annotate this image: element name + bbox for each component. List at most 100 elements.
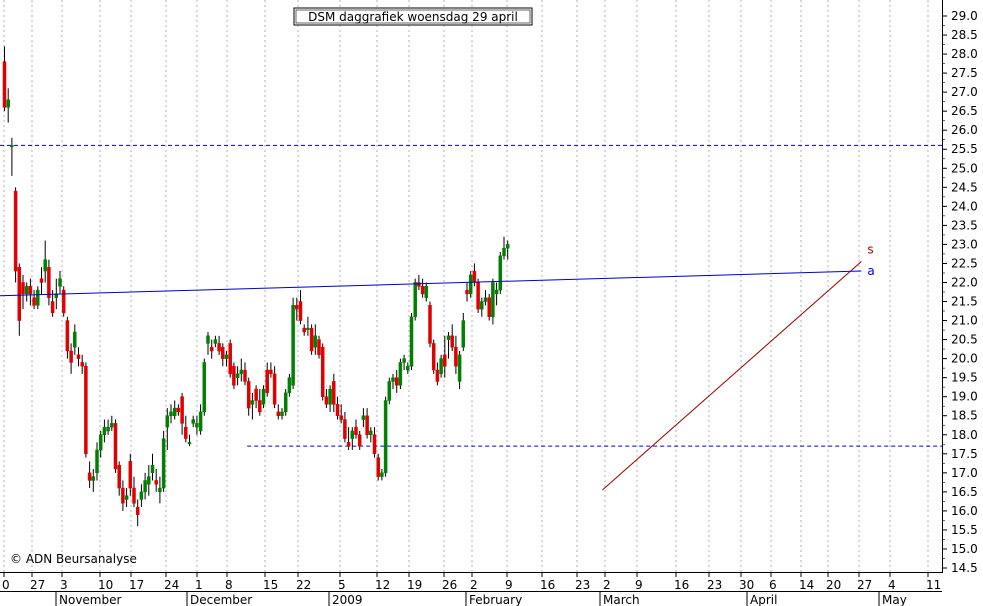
candle-up — [380, 472, 384, 477]
x-tick-label: 16 — [674, 578, 689, 592]
candle-down — [176, 407, 181, 413]
x-tick-label: 24 — [164, 578, 179, 592]
candle-up — [424, 286, 429, 298]
candle-down — [450, 335, 454, 348]
y-tick-label: 23.0 — [951, 237, 978, 251]
y-tick-label: 20.5 — [951, 333, 978, 347]
candle-up — [6, 99, 10, 108]
candle-down — [17, 267, 22, 321]
x-tick-label: 23 — [575, 578, 590, 592]
y-tick-label: 26.0 — [951, 123, 978, 137]
candle-up — [169, 411, 173, 416]
chart-title: DSM daggrafiek woensdag 29 april — [308, 10, 518, 24]
candle-up — [187, 442, 192, 445]
candle-up — [147, 476, 151, 485]
x-tick-label: 9 — [505, 578, 513, 592]
candle-down — [209, 346, 214, 352]
candle-up — [505, 244, 510, 249]
candle-up — [483, 297, 488, 302]
x-tick-label: 16 — [540, 578, 555, 592]
candle-up — [494, 289, 499, 295]
candle-down — [121, 487, 125, 504]
x-tick-label: 5 — [338, 578, 346, 592]
candle-down — [258, 400, 262, 413]
candle-up — [206, 335, 210, 344]
candles — [2, 46, 510, 527]
candle-up — [468, 274, 473, 295]
candle-up — [369, 430, 373, 436]
candle-up — [235, 373, 240, 378]
candle-up — [158, 487, 162, 493]
candle-down — [309, 327, 314, 352]
candle-down — [76, 354, 81, 359]
candle-up — [498, 255, 503, 291]
candle-down — [28, 286, 33, 295]
candle-up — [191, 419, 195, 424]
candle-down — [65, 320, 70, 352]
candle-up — [58, 278, 62, 287]
candle-down — [343, 419, 347, 439]
x-tick-label: 23 — [707, 578, 722, 592]
candle-up — [143, 480, 147, 493]
y-tick-label: 28.5 — [951, 28, 978, 42]
y-tick-label: 18.0 — [951, 428, 978, 442]
candle-up — [24, 286, 29, 295]
y-tick-label: 17.0 — [951, 466, 978, 480]
candle-up — [165, 415, 170, 428]
horizontal-lines — [0, 144, 942, 447]
candle-down — [332, 381, 336, 405]
candle-down — [217, 343, 221, 352]
trendline-label-a: a — [867, 264, 874, 278]
x-tick-label: 17 — [129, 578, 144, 592]
candle-up — [195, 423, 199, 428]
candle-down — [320, 346, 325, 397]
candle-down — [272, 373, 277, 405]
candle-up — [36, 289, 40, 306]
y-tick-label: 27.0 — [951, 85, 978, 99]
candle-down — [335, 404, 340, 416]
candle-down — [431, 343, 436, 371]
y-tick-label: 25.0 — [951, 161, 978, 175]
x-tick-label: 27 — [30, 578, 45, 592]
chart-title-box: DSM daggrafiek woensdag 29 april — [293, 7, 533, 26]
x-tick-label: 2 — [470, 578, 478, 592]
y-tick-label: 22.5 — [951, 256, 978, 270]
candle-down — [435, 369, 440, 382]
candle-up — [328, 388, 332, 405]
candle-down — [232, 365, 236, 386]
x-tick-label: 6 — [769, 578, 777, 592]
candle-down — [428, 305, 432, 344]
candle-down — [135, 506, 140, 515]
candle-down — [254, 388, 258, 401]
candle-up — [287, 377, 292, 394]
y-tick-label: 21.5 — [951, 295, 978, 309]
candle-down — [298, 301, 303, 321]
candle-down — [87, 472, 92, 481]
candle-down — [50, 301, 55, 314]
candle-up — [202, 362, 207, 413]
y-tick-label: 27.5 — [951, 66, 978, 80]
candle-up — [391, 377, 395, 382]
candle-up — [91, 476, 96, 481]
month-label: March — [603, 593, 640, 606]
candle-up — [291, 305, 295, 386]
candle-down — [265, 369, 269, 394]
candle-down — [21, 282, 25, 295]
candle-down — [113, 423, 118, 470]
x-tick-label: 8 — [225, 578, 233, 592]
candle-down — [476, 282, 480, 310]
candle-down — [128, 461, 133, 489]
candle-up — [106, 426, 110, 432]
trendline-a — [0, 270, 862, 297]
month-label: February — [469, 593, 522, 606]
y-tick-label: 20.0 — [951, 352, 978, 366]
x-tick-label: 1 — [195, 578, 203, 592]
candle-down — [454, 346, 458, 367]
candle-up — [250, 400, 255, 405]
candle-down — [417, 282, 421, 287]
x-tick-label: 15 — [263, 578, 278, 592]
candle-down — [228, 343, 232, 375]
y-tick-label: 25.5 — [951, 142, 978, 156]
trendline-label-s: s — [867, 243, 873, 257]
y-tick-label: 15.0 — [951, 542, 978, 556]
